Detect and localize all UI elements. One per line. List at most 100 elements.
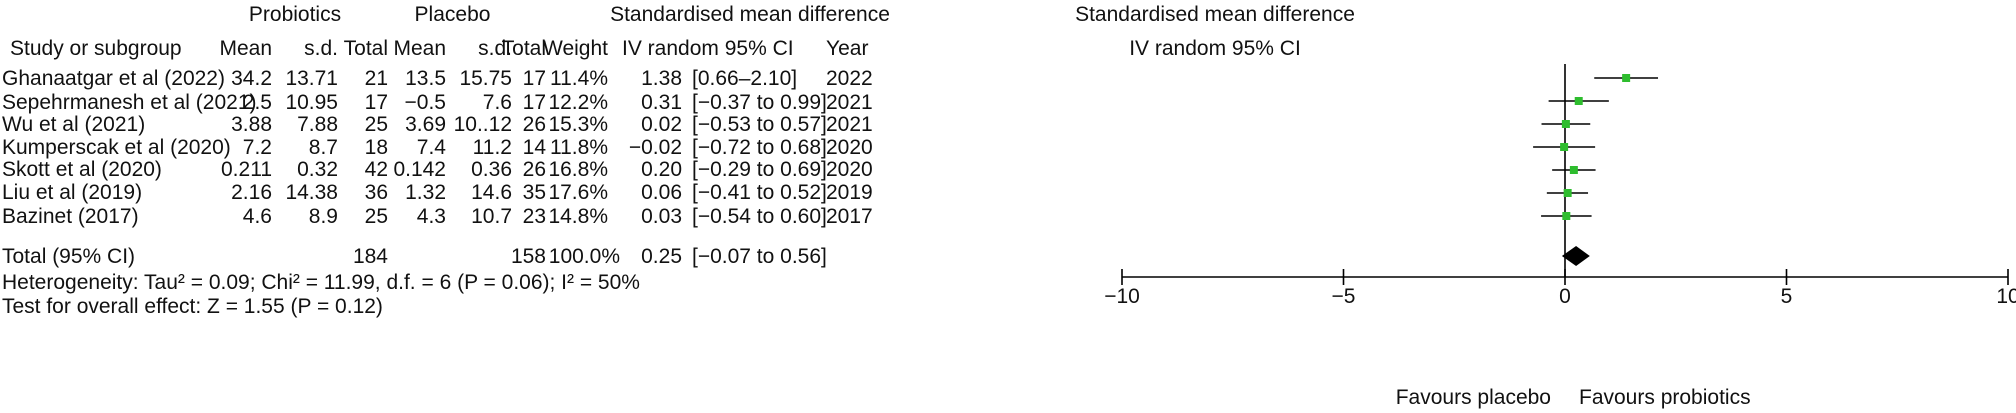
study-name: Skott et al (2020) bbox=[2, 158, 162, 181]
total2-sum: 158 bbox=[510, 245, 546, 268]
mean1-value: 7.2 bbox=[242, 136, 272, 159]
pooled-diamond bbox=[1561, 246, 1590, 266]
group2-header: Placebo bbox=[414, 3, 491, 26]
total-ci: [−0.07 to 0.56] bbox=[692, 245, 827, 268]
mean2-column-header: Mean bbox=[393, 37, 446, 60]
weight-value: 11.4% bbox=[550, 67, 608, 90]
study-point bbox=[1569, 166, 1578, 174]
study-column-header: Study or subgroup bbox=[10, 37, 182, 60]
total1-value: 25 bbox=[364, 205, 388, 228]
sd2-value: 7.6 bbox=[482, 91, 512, 114]
year-value: 2020 bbox=[826, 136, 873, 159]
x-tick-label: −10 bbox=[1104, 285, 1140, 308]
ci-value: [−0.53 to 0.57] bbox=[692, 113, 827, 136]
mean1-value: 3.88 bbox=[231, 113, 272, 136]
study-point bbox=[1562, 212, 1571, 220]
total2-value: 14 bbox=[522, 136, 546, 159]
study-name: Wu et al (2021) bbox=[2, 113, 146, 136]
study-name: Ghanaatgar et al (2022) bbox=[2, 67, 225, 90]
study-point bbox=[1563, 189, 1572, 197]
total1-value: 17 bbox=[364, 91, 388, 114]
total-weight: 100.0% bbox=[548, 245, 620, 268]
sd2-value: 10.7 bbox=[471, 205, 512, 228]
weight-column-header: Weight bbox=[543, 37, 608, 60]
favours-placebo-label: Favours placebo bbox=[1396, 386, 1551, 409]
total2-value: 23 bbox=[522, 205, 546, 228]
total2-value: 17 bbox=[522, 91, 546, 114]
mean2-value: 7.4 bbox=[416, 136, 446, 159]
weight-value: 11.8% bbox=[550, 136, 608, 159]
mean2-value: 13.5 bbox=[405, 67, 446, 90]
total2-value: 35 bbox=[522, 181, 546, 204]
total2-value: 26 bbox=[522, 158, 546, 181]
study-name: Liu et al (2019) bbox=[2, 181, 143, 204]
sd2-value: 10..12 bbox=[453, 113, 512, 136]
mean1-column-header: Mean bbox=[219, 37, 272, 60]
favours-probiotics-label: Favours probiotics bbox=[1579, 386, 1751, 409]
heterogeneity-text: Heterogeneity: Tau² = 0.09; Chi² = 11.99… bbox=[2, 271, 640, 294]
total1-value: 36 bbox=[364, 181, 388, 204]
year-value: 2022 bbox=[826, 67, 873, 90]
weight-value: 15.3% bbox=[548, 113, 608, 136]
weight-value: 14.8% bbox=[548, 205, 608, 228]
study-point bbox=[1622, 74, 1631, 82]
sd1-value: 7.88 bbox=[297, 113, 338, 136]
study-name: Kumperscak et al (2020) bbox=[2, 136, 231, 159]
year-value: 2017 bbox=[826, 205, 873, 228]
smd-value: 0.31 bbox=[641, 91, 682, 114]
sd2-value: 14.6 bbox=[471, 181, 512, 204]
mean2-value: 0.142 bbox=[393, 158, 446, 181]
mean1-value: 2.16 bbox=[231, 181, 272, 204]
plot-title: Standardised mean difference bbox=[1075, 3, 1355, 26]
ci-value: [−0.54 to 0.60] bbox=[692, 205, 827, 228]
overall-effect-text: Test for overall effect: Z = 1.55 (P = 0… bbox=[2, 295, 383, 318]
year-value: 2021 bbox=[826, 113, 873, 136]
year-value: 2019 bbox=[826, 181, 873, 204]
sd2-value: 0.36 bbox=[471, 158, 512, 181]
weight-value: 17.6% bbox=[548, 181, 608, 204]
study-point bbox=[1561, 120, 1570, 128]
mean2-value: 1.32 bbox=[405, 181, 446, 204]
total1-value: 18 bbox=[364, 136, 388, 159]
sd1-value: 0.32 bbox=[297, 158, 338, 181]
smd-value: 0.02 bbox=[641, 113, 682, 136]
sd2-value: 15.75 bbox=[459, 67, 512, 90]
mean1-value: 2.5 bbox=[242, 91, 272, 114]
total1-value: 25 bbox=[364, 113, 388, 136]
x-tick-label: 5 bbox=[1781, 285, 1793, 308]
ci-column-header: IV random 95% CI bbox=[622, 37, 794, 60]
sd1-value: 10.95 bbox=[285, 91, 338, 114]
year-value: 2021 bbox=[826, 91, 873, 114]
sd1-value: 8.9 bbox=[308, 205, 338, 228]
total2-value: 26 bbox=[522, 113, 546, 136]
group1-header: Probiotics bbox=[248, 3, 342, 26]
sd1-value: 13.71 bbox=[285, 67, 338, 90]
mean1-value: 0.211 bbox=[221, 158, 272, 181]
study-name: Sepehrmanesh et al (2021) bbox=[2, 91, 257, 114]
effect-header: Standardised mean difference bbox=[610, 3, 890, 26]
total2-column-header: Total bbox=[501, 37, 546, 60]
total1-value: 42 bbox=[364, 158, 388, 181]
smd-value: 0.20 bbox=[641, 158, 682, 181]
total-label: Total (95% CI) bbox=[2, 245, 136, 268]
mean1-value: 4.6 bbox=[242, 205, 272, 228]
mean2-value: 4.3 bbox=[416, 205, 446, 228]
ci-value: [−0.41 to 0.52] bbox=[692, 181, 827, 204]
ci-value: [−0.72 to 0.68] bbox=[692, 136, 827, 159]
weight-value: 12.2% bbox=[548, 91, 608, 114]
ci-value: [0.66–2.10] bbox=[692, 67, 798, 90]
sd2-column-header: s.d. bbox=[478, 37, 512, 60]
smd-value: −0.02 bbox=[628, 136, 682, 159]
total1-value: 21 bbox=[364, 67, 388, 90]
study-name: Bazinet (2017) bbox=[2, 205, 139, 228]
mean1-value: 34.2 bbox=[231, 67, 272, 90]
sd2-value: 11.2 bbox=[472, 136, 512, 159]
total2-value: 17 bbox=[522, 67, 546, 90]
smd-value: 0.03 bbox=[641, 205, 682, 228]
year-value: 2020 bbox=[826, 158, 873, 181]
smd-value: 1.38 bbox=[641, 67, 682, 90]
study-point bbox=[1560, 143, 1569, 151]
x-tick-label: 0 bbox=[1559, 285, 1571, 308]
total1-sum: 184 bbox=[352, 245, 388, 268]
year-column-header: Year bbox=[826, 37, 869, 60]
